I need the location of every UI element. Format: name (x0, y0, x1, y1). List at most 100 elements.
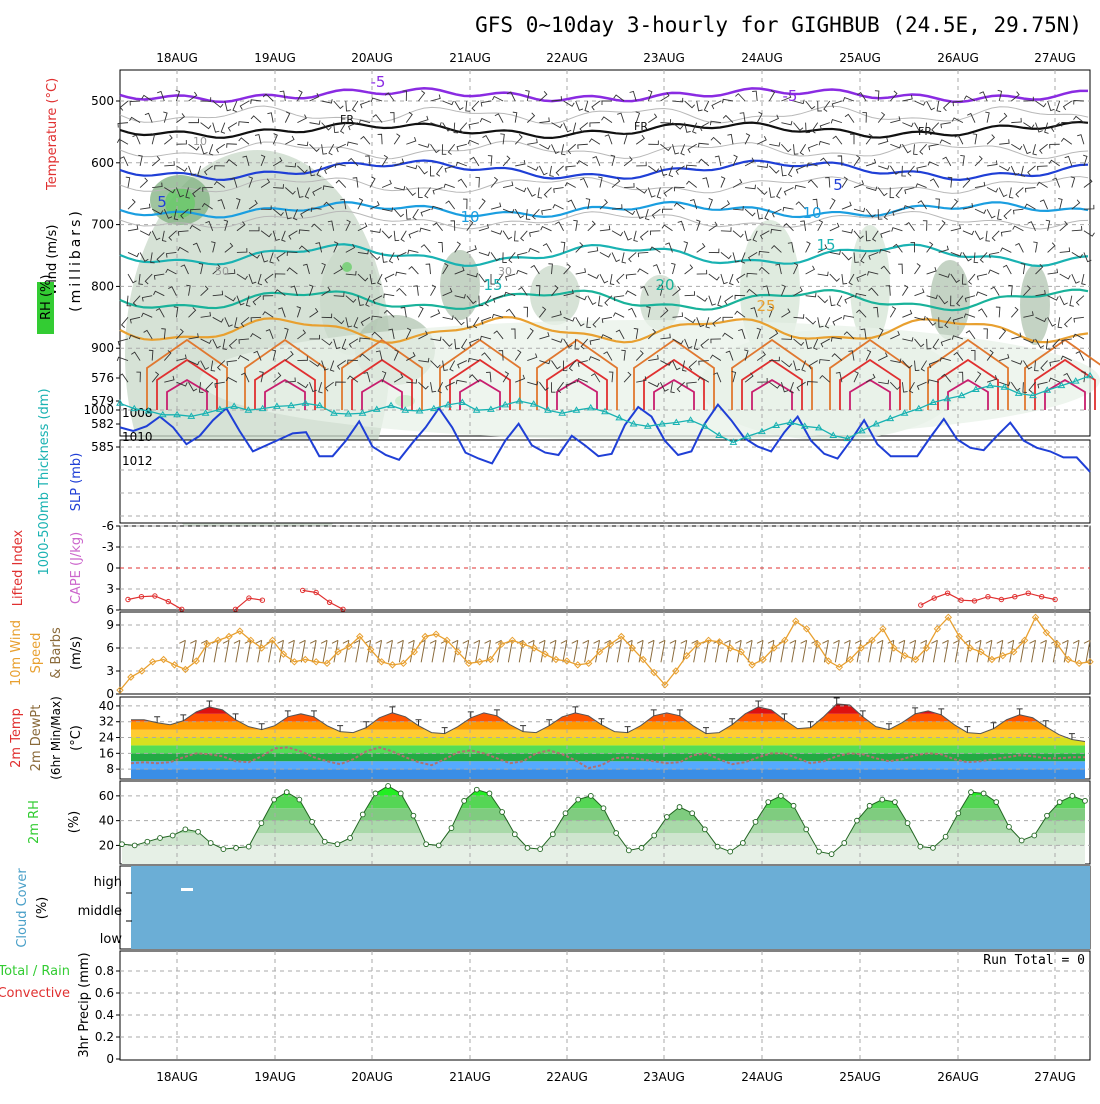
wind-barb (254, 134, 262, 145)
wind-barb (988, 269, 1000, 275)
wind-barb (817, 317, 824, 328)
wind-barb (200, 144, 208, 155)
cloud-panel: high middle low Cloud Cover (%) (15, 865, 1091, 950)
wind-speed-marker (225, 632, 233, 641)
thickness-marker (358, 409, 367, 416)
temp-whisker (520, 725, 527, 732)
wind-barb-10m (1083, 639, 1091, 663)
wind-barb (672, 122, 684, 130)
wind-barb (1002, 264, 1012, 275)
top-date-labels: 18AUG 19AUG 20AUG 21AUG 22AUG 23AUG 24AUG 25AUG… (156, 51, 1076, 65)
wind-barb (176, 354, 187, 362)
thickness-marker (444, 400, 452, 408)
rh-marker (790, 802, 797, 809)
wind-barb (689, 198, 698, 210)
wind-speed-marker (563, 657, 571, 665)
wind-barb (220, 122, 226, 134)
wind-barb (214, 165, 225, 170)
wind-barb (972, 133, 978, 145)
rh-marker (473, 786, 480, 793)
wind-barb (345, 219, 351, 231)
wind-barb (525, 209, 531, 220)
wind-barb (807, 143, 818, 152)
wind-barb (910, 241, 915, 253)
wind-barb (298, 229, 310, 234)
wind-barb (334, 163, 346, 168)
wind-barb (328, 144, 335, 156)
wind-barb (601, 100, 612, 105)
wind-barb (548, 263, 553, 275)
thickness-marker (515, 397, 524, 404)
contour-minus5 (119, 87, 1089, 104)
wind-barb (418, 90, 426, 102)
wind-barb (1025, 187, 1036, 193)
wind-barb (964, 295, 976, 303)
wind-barb (1036, 181, 1048, 188)
wind-barb (157, 90, 165, 102)
cape-grid (120, 525, 1090, 610)
date-label-top: 27AUG (1034, 51, 1076, 65)
wind-barb (430, 382, 437, 393)
wind-barb (974, 155, 983, 167)
wind-barb (990, 286, 1000, 296)
wind-speed-marker (159, 655, 168, 664)
thickness-marker (743, 432, 752, 439)
wind-barb (856, 273, 867, 282)
thickness-marker (1014, 389, 1023, 396)
wind-barb (502, 208, 515, 214)
wind-barb (902, 122, 914, 128)
wind-barb (341, 338, 347, 351)
ylabel-total-rain: Total / Rain (0, 964, 70, 979)
thickness-marker (201, 409, 210, 416)
wind-barb (515, 159, 526, 167)
wind-barb (696, 295, 708, 302)
wind-barb (889, 165, 900, 175)
thickness-marker (415, 406, 424, 414)
wind-barb (587, 295, 597, 305)
wind-barb (478, 295, 484, 307)
wind-barb (552, 204, 564, 210)
contour-surface-heat (643, 358, 705, 410)
wind-barb (673, 202, 685, 210)
thickness-marker (643, 422, 652, 429)
wind-barb (357, 198, 364, 210)
wind-speed-marker (170, 661, 179, 669)
wind-barb (901, 165, 906, 177)
wind-barb (336, 360, 347, 370)
wind-barb (1047, 100, 1055, 112)
wind-barb (624, 182, 635, 188)
wind-barb (175, 187, 184, 198)
contour-surface-heat (653, 378, 695, 410)
wind-barb (628, 252, 637, 263)
temp-line (131, 703, 1086, 742)
wind-barb (138, 273, 143, 285)
wind-barb (770, 228, 782, 234)
wind-barb (579, 122, 589, 133)
wind-barb (986, 187, 999, 193)
wind-barb (250, 115, 262, 123)
wind-barb (636, 376, 647, 383)
wind-barb (950, 295, 955, 307)
wind-barb (608, 371, 614, 383)
wind-barb (163, 350, 172, 361)
wind-barb (148, 349, 154, 361)
wind-barb (540, 225, 552, 232)
wind-barb (1023, 338, 1035, 344)
wind-barb-10m (931, 639, 938, 663)
wind-barb (829, 295, 836, 307)
wind-barb (700, 338, 710, 349)
temp-whisker (964, 726, 971, 733)
contour-surface-heat (1034, 358, 1096, 410)
contour-label: 15 (816, 236, 835, 254)
wind-barb (805, 241, 811, 253)
wind-barb (601, 116, 613, 123)
wind-barb (288, 230, 298, 240)
rh-marker (1069, 793, 1076, 799)
wind-barb (877, 327, 884, 340)
wind-barb (129, 316, 141, 324)
wind-barb (430, 360, 441, 369)
rh-marker (233, 845, 239, 851)
wind-barb (768, 165, 780, 174)
wind-barb-10m (222, 639, 230, 663)
